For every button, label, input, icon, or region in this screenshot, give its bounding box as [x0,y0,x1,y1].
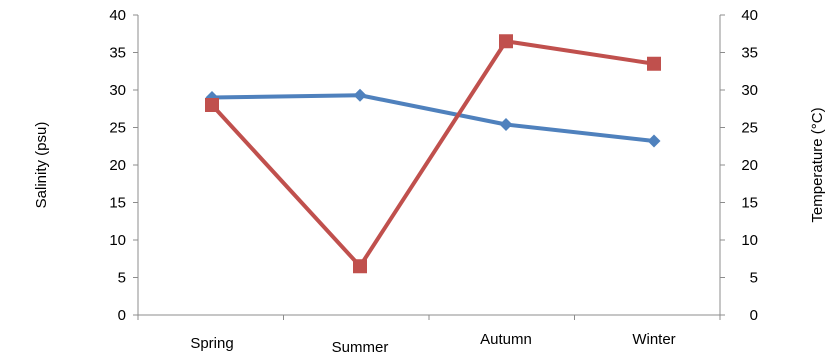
right-tick-label: 20 [741,157,758,174]
labels: 0 5 10 15 20 25 30 35 40 0 5 10 15 20 25 30 35 40 Spring Su… [33,7,826,355]
right-tick-label: 10 [741,232,758,249]
left-tick-label: 40 [109,7,126,24]
right-tick-label: 0 [750,307,758,324]
series-0-point [647,134,661,148]
left-tick-label: 25 [109,120,126,137]
series-line-0 [211,93,655,143]
left-tick-label: 5 [118,270,126,287]
y2-axis-title: Temperature (°C) [809,107,826,222]
left-tick-label: 15 [109,195,126,212]
series-1-point [647,56,661,71]
series-1-point [205,98,219,112]
right-tick-label: 15 [741,195,758,212]
series-0-point [499,118,513,131]
left-tick-label: 35 [109,45,126,62]
x-tick-label: Spring [190,335,233,352]
series-layer [205,34,661,274]
right-tick-label: 25 [741,120,758,137]
x-tick-label: Winter [632,331,675,348]
series-line-1 [210,39,655,269]
right-tick-label: 5 [750,270,758,287]
series-1-point [353,259,367,274]
series-0-point [353,88,367,102]
right-tick-label: 30 [741,82,758,99]
left-tick-label: 10 [109,232,126,249]
right-tick-label: 40 [741,7,758,24]
left-tick-label: 20 [109,157,126,174]
x-tick-label: Autumn [480,331,532,348]
left-tick-label: 0 [118,307,126,324]
right-tick-label: 35 [741,45,758,62]
y-axis-title: Salinity (psu) [33,122,50,209]
series-1-point [499,34,513,49]
x-tick-label: Summer [332,339,389,355]
axes [133,14,725,320]
left-tick-label: 30 [109,82,126,99]
